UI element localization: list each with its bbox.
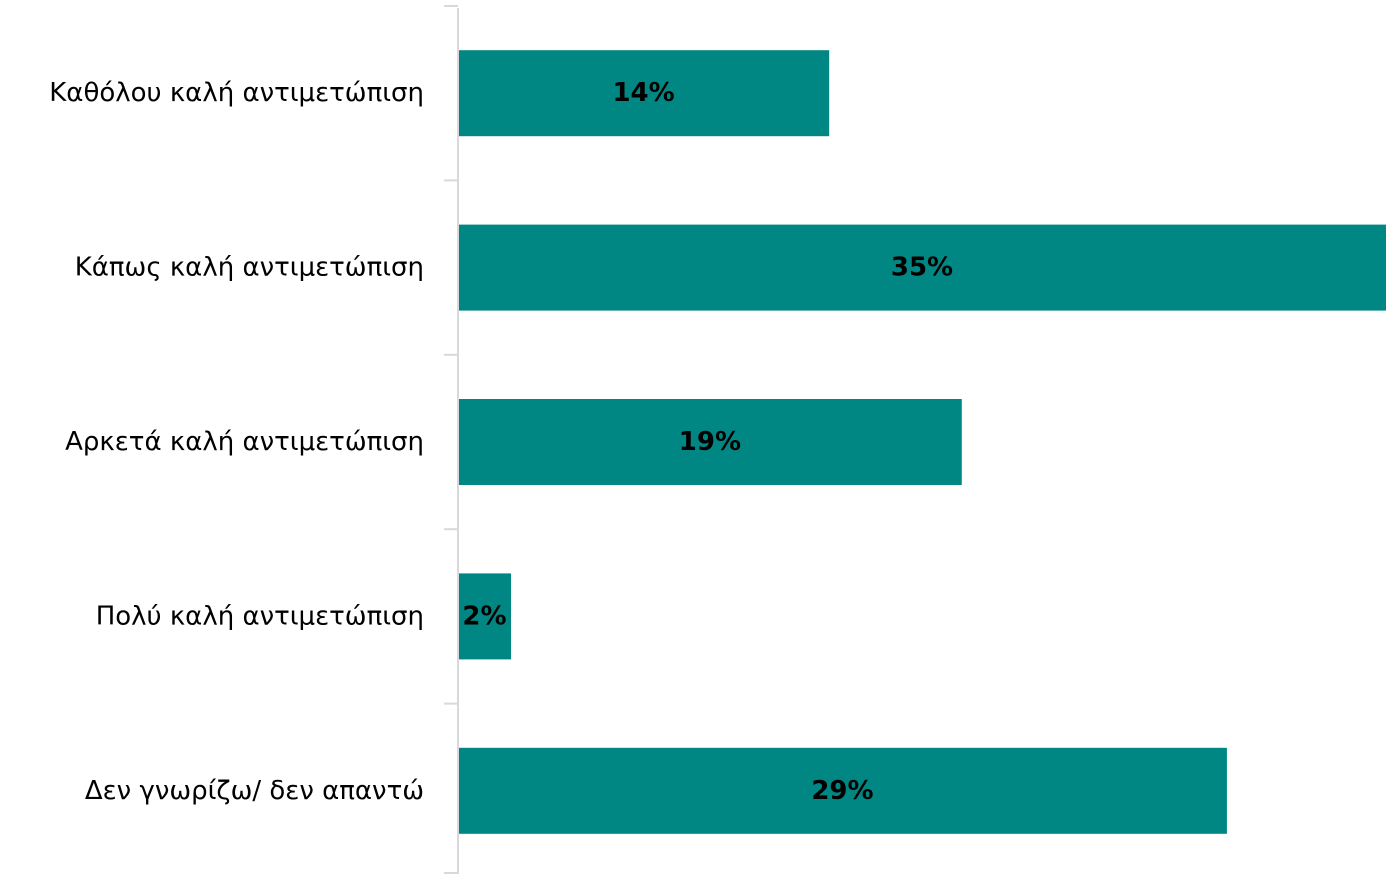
category-label: Πολύ καλή αντιμετώπιση xyxy=(96,601,424,631)
category-axis xyxy=(444,6,458,874)
data-label: 29% xyxy=(811,776,873,806)
category-label: Αρκετά καλή αντιμετώπιση xyxy=(65,427,424,457)
data-label: 19% xyxy=(679,427,741,457)
category-label: Κάπως καλή αντιμετώπιση xyxy=(75,253,424,283)
data-label: 14% xyxy=(612,78,674,108)
category-label: Καθόλου καλή αντιμετώπιση xyxy=(49,78,424,108)
data-label: 2% xyxy=(462,601,506,631)
category-labels: Καθόλου καλή αντιμετώπιση Κάπως καλή αντι… xyxy=(49,78,424,806)
data-label: 35% xyxy=(891,253,953,283)
category-label: Δεν γνωρίζω/ δεν απαντώ xyxy=(85,776,424,806)
bars xyxy=(458,50,1386,834)
